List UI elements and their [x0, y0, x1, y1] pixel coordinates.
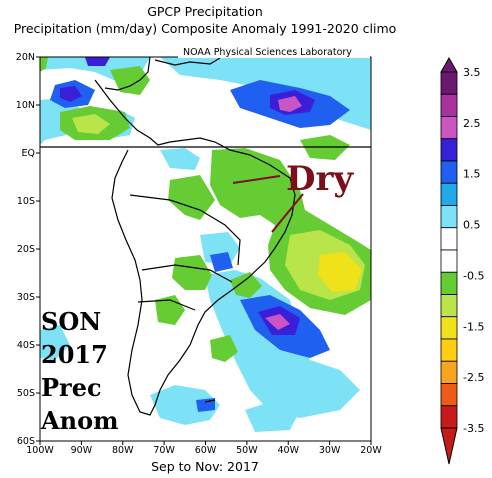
season-label-line-2: 2017 — [41, 340, 108, 369]
colorbar-swatch — [440, 360, 458, 384]
colorbar-swatch — [440, 205, 458, 229]
colorbar-swatch — [440, 383, 458, 407]
colorbar-swatch — [440, 249, 458, 273]
lon-label: 90W — [71, 445, 93, 456]
colorbar-tick-label: 2.5 — [463, 117, 481, 130]
colorbar-tick-label: 3.5 — [463, 66, 481, 79]
colorbar-tick-label: -3.5 — [463, 422, 484, 435]
lon-label: 70W — [153, 445, 175, 456]
colorbar-swatch — [440, 138, 458, 162]
lat-label: 20N — [16, 52, 35, 63]
colorbar-tick-label: 1.5 — [463, 168, 481, 181]
colorbar-swatch — [440, 93, 458, 117]
credit-text: NOAA Physical Sciences Laboratory — [183, 47, 352, 58]
dry-arrow-1 — [232, 175, 281, 184]
lon-label: 100W — [26, 445, 54, 456]
lat-label: 60S — [17, 436, 35, 447]
dry-arrow-2 — [271, 193, 304, 233]
anomaly-fields — [40, 57, 371, 432]
precipitation-anomaly-map: NOAA Physical Sciences Laboratory 20N 10N… — [16, 45, 382, 456]
map-title: GPCP Precipitation — [147, 4, 263, 19]
lat-label: 20S — [17, 244, 35, 255]
colorbar-swatch — [440, 405, 458, 429]
colorbar-tick-label: -2.5 — [463, 371, 484, 384]
colorbar-swatch — [440, 316, 458, 340]
dry-annotation: Dry — [286, 159, 354, 199]
colorbar-swatch — [440, 116, 458, 140]
colorbar-tick-label: 0.5 — [463, 219, 481, 232]
season-label-line-1: SON — [41, 307, 101, 336]
lon-label: 40W — [278, 445, 300, 456]
lat-label: 40S — [17, 340, 35, 351]
lat-label: 10N — [16, 100, 35, 111]
colorbar-arrow-top — [440, 56, 458, 73]
colorbar-swatch — [440, 160, 458, 184]
lat-label: 50S — [17, 388, 35, 399]
lat-label: 30S — [17, 292, 35, 303]
colorbar-swatch — [440, 294, 458, 318]
lat-label: 10S — [17, 196, 35, 207]
colorbar-arrow-bottom — [440, 427, 458, 465]
lon-label: 50W — [236, 445, 258, 456]
colorbar-swatch — [440, 182, 458, 206]
colorbar-swatch — [440, 271, 458, 295]
credit-box — [178, 45, 370, 58]
lon-label: 80W — [112, 445, 134, 456]
map-subtitle: Precipitation (mm/day) Composite Anomaly… — [13, 21, 397, 36]
colorbar-swatch — [440, 71, 458, 95]
colorbar-tick-label: -0.5 — [463, 269, 484, 282]
season-label-line-3: Prec — [41, 373, 102, 402]
lon-label: 60W — [195, 445, 217, 456]
season-label-line-4: Anom — [40, 406, 118, 435]
lat-label: EQ — [22, 148, 35, 159]
colorbar-swatch — [440, 227, 458, 251]
lon-label: 30W — [319, 445, 341, 456]
map-footer-date: Sep to Nov: 2017 — [151, 459, 259, 474]
colorbar-tick-label: -1.5 — [463, 320, 484, 333]
colorbar-swatch — [440, 338, 458, 362]
lon-label: 20W — [360, 445, 382, 456]
